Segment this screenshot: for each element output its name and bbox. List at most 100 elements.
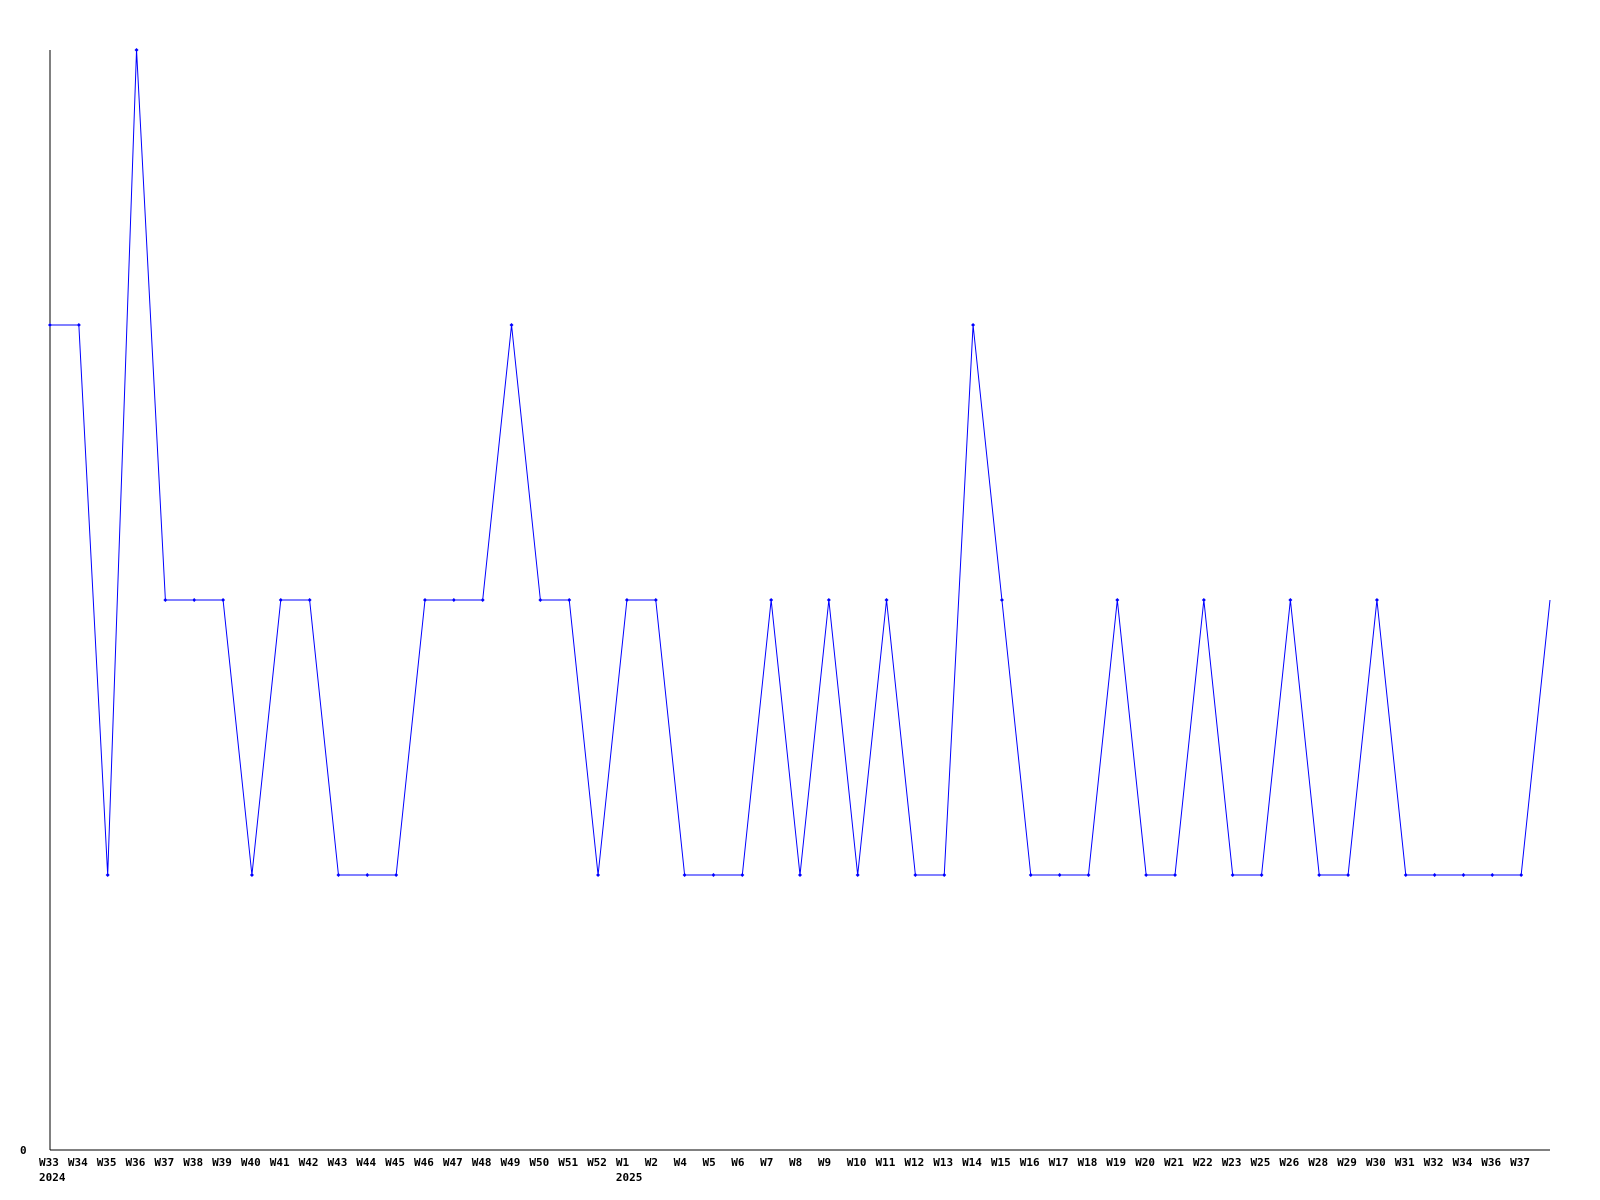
data-point — [423, 598, 427, 602]
x-tick-label: W11 — [876, 1156, 896, 1169]
data-point — [711, 873, 716, 877]
data-point — [509, 323, 514, 327]
x-tick-label: W28 — [1308, 1156, 1328, 1169]
x-tick-label: W32 — [1424, 1156, 1444, 1169]
data-point — [567, 598, 572, 602]
x-tick-label: W37 — [154, 1156, 174, 1169]
x-tick-label: W42 — [299, 1156, 319, 1169]
data-point — [451, 598, 456, 602]
data-point — [1086, 873, 1091, 877]
data-point — [76, 323, 81, 327]
x-tick-label: W13 — [933, 1156, 953, 1169]
x-tick-label: W23 — [1222, 1156, 1242, 1169]
x-tick-label: W46 — [414, 1156, 434, 1169]
data-point — [1028, 873, 1033, 877]
x-tick-label: W43 — [327, 1156, 347, 1169]
data-point — [855, 873, 860, 877]
data-point — [1144, 873, 1149, 877]
x-tick-label: W36 — [1481, 1156, 1501, 1169]
data-point — [1461, 873, 1466, 877]
x-tick-label: W31 — [1395, 1156, 1415, 1169]
x-tick-label: W19 — [1106, 1156, 1126, 1169]
x-tick-label: W14 — [962, 1156, 982, 1169]
x-tick-label: W33 — [39, 1156, 59, 1169]
x-tick-label: W8 — [789, 1156, 802, 1169]
data-point — [163, 598, 168, 602]
x-tick-label: W26 — [1279, 1156, 1299, 1169]
data-point — [596, 873, 601, 877]
x-tick-label: W5 — [702, 1156, 715, 1169]
year-label: 2025 — [616, 1171, 643, 1184]
x-tick-label: W21 — [1164, 1156, 1184, 1169]
data-point — [1057, 873, 1062, 877]
data-point — [1201, 598, 1206, 602]
data-point — [394, 873, 399, 877]
x-tick-label: W22 — [1193, 1156, 1213, 1169]
data-point — [307, 598, 312, 602]
data-point — [999, 598, 1004, 602]
data-point — [913, 873, 918, 877]
data-point — [134, 48, 139, 52]
data-point — [1259, 873, 1264, 877]
x-tick-label: W17 — [1049, 1156, 1069, 1169]
x-tick-label: W25 — [1251, 1156, 1271, 1169]
x-tick-label: W51 — [558, 1156, 578, 1169]
data-point — [1317, 873, 1322, 877]
year-label: 2024 — [39, 1171, 66, 1184]
data-point — [1490, 873, 1495, 877]
x-tick-label: W2 — [645, 1156, 658, 1169]
x-tick-label: W36 — [126, 1156, 146, 1169]
data-point — [826, 598, 831, 602]
data-point — [1519, 873, 1524, 877]
data-point — [336, 873, 341, 877]
data-point — [1230, 873, 1235, 877]
data-point — [1374, 598, 1379, 602]
x-tick-label: W39 — [212, 1156, 232, 1169]
data-point — [1115, 598, 1120, 602]
data-point — [624, 598, 629, 602]
data-point — [1288, 598, 1293, 602]
x-tick-label: W10 — [847, 1156, 867, 1169]
data-point — [192, 598, 197, 602]
data-point — [769, 598, 774, 602]
data-point — [884, 598, 889, 602]
data-point — [1346, 873, 1351, 877]
x-tick-label: W1 — [616, 1156, 630, 1169]
x-tick-label: W49 — [501, 1156, 521, 1169]
data-point — [249, 873, 254, 877]
x-tick-label: W40 — [241, 1156, 261, 1169]
y-tick-label: 0 — [20, 1144, 27, 1157]
data-point — [365, 873, 370, 877]
data-point — [480, 598, 485, 602]
x-tick-label: W48 — [472, 1156, 492, 1169]
x-tick-label: W47 — [443, 1156, 463, 1169]
data-point — [971, 323, 976, 327]
x-tick-label: W6 — [731, 1156, 745, 1169]
x-tick-label: W20 — [1135, 1156, 1155, 1169]
data-point — [538, 598, 543, 602]
data-point — [1173, 873, 1177, 877]
x-tick-label: W34 — [68, 1156, 88, 1169]
x-tick-label: W41 — [270, 1156, 290, 1169]
x-tick-label: W50 — [529, 1156, 549, 1169]
x-tick-label: W38 — [183, 1156, 203, 1169]
x-tick-label: W35 — [97, 1156, 117, 1169]
x-tick-label: W7 — [760, 1156, 773, 1169]
data-point — [798, 873, 802, 877]
series-line — [50, 49, 1551, 876]
data-point — [278, 598, 283, 602]
data-point — [740, 873, 745, 877]
x-tick-label: W37 — [1510, 1156, 1530, 1169]
data-point — [1432, 873, 1437, 877]
data-point — [48, 323, 52, 327]
data-point — [221, 598, 226, 602]
x-tick-label: W44 — [356, 1156, 376, 1169]
x-tick-label: W15 — [991, 1156, 1011, 1169]
x-tick-label: W29 — [1337, 1156, 1357, 1169]
data-point — [942, 873, 947, 877]
x-tick-label: W16 — [1020, 1156, 1040, 1169]
x-tick-label: W12 — [904, 1156, 924, 1169]
data-point — [105, 873, 110, 877]
data-point — [682, 873, 687, 877]
